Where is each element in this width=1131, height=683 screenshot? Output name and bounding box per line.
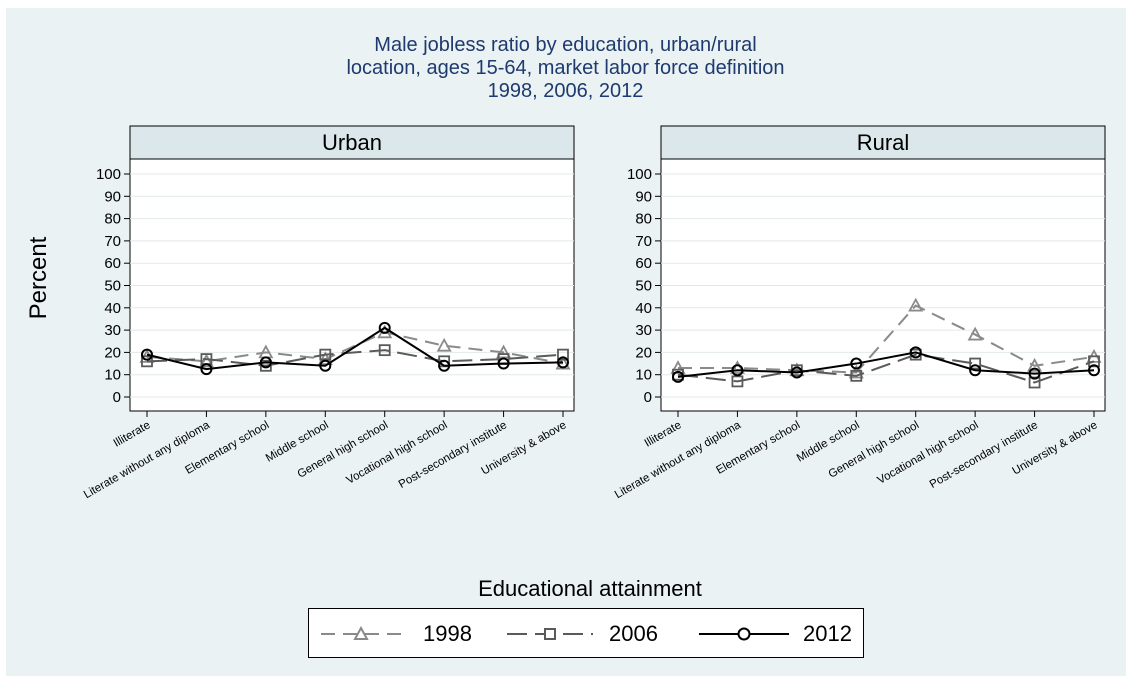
data-point-rural-2012-6 — [1028, 367, 1041, 380]
y-tick-label-urban-90: 90 — [104, 188, 121, 205]
legend-label-2006: 2006 — [609, 621, 658, 646]
chart-title-line-3: 1998, 2006, 2012 — [487, 80, 644, 102]
y-tick-label-rural-30: 30 — [635, 322, 652, 339]
data-point-rural-2012-4 — [909, 346, 922, 359]
data-point-urban-2012-3 — [319, 359, 332, 372]
data-point-urban-1998-6 — [496, 344, 512, 359]
y-tick-label-rural-10: 10 — [635, 367, 652, 384]
data-point-urban-2012-1 — [200, 363, 213, 376]
chart-title-line-2: location, ages 15-64, market labor force… — [346, 57, 785, 79]
x-tick-label-rural-6: Post-secondary institute — [928, 419, 1040, 491]
y-tick-label-rural-100: 100 — [627, 166, 652, 183]
y-tick-label-urban-60: 60 — [104, 255, 121, 272]
data-point-rural-1998-4 — [908, 297, 924, 312]
data-point-urban-1998-5 — [436, 337, 452, 352]
data-point-urban-2012-4 — [378, 321, 391, 334]
y-tick-label-rural-40: 40 — [635, 300, 652, 317]
data-point-rural-2006-3 — [850, 369, 863, 382]
data-point-rural-1998-5 — [967, 326, 983, 341]
y-tick-label-urban-0: 0 — [113, 389, 121, 406]
legend-label-1998: 1998 — [423, 621, 472, 646]
y-tick-label-rural-80: 80 — [635, 211, 652, 228]
data-point-rural-2012-2 — [790, 366, 803, 379]
y-tick-label-urban-70: 70 — [104, 233, 121, 250]
data-point-urban-2006-7 — [557, 348, 569, 361]
x-tick-label-urban-0: Illiterate — [112, 419, 153, 450]
y-tick-label-urban-40: 40 — [104, 300, 121, 317]
y-tick-label-rural-90: 90 — [635, 188, 652, 205]
data-point-rural-2006-6 — [1028, 376, 1041, 389]
y-tick-label-urban-20: 20 — [104, 344, 121, 361]
series-line-rural-1998 — [678, 304, 1095, 374]
chart-title-line-1: Male jobless ratio by education, urban/r… — [374, 34, 757, 56]
panel-header-rural — [660, 125, 1106, 160]
data-point-urban-2012-5 — [438, 359, 451, 372]
data-point-urban-2006-3 — [319, 348, 332, 361]
data-point-rural-1998-1 — [729, 360, 745, 374]
y-tick-label-urban-100: 100 — [96, 166, 121, 183]
data-point-urban-1998-3 — [317, 351, 333, 365]
x-tick-label-rural-5: Vocational high school — [876, 419, 981, 487]
legend-swatch-2006 — [507, 628, 593, 640]
y-tick-label-rural-20: 20 — [635, 344, 652, 361]
legend: 1998 2006 2012 — [308, 608, 864, 658]
data-point-rural-2012-7 — [1088, 364, 1100, 377]
data-point-urban-2006-4 — [378, 344, 391, 357]
data-point-urban-1998-1 — [198, 353, 214, 368]
data-point-urban-2012-7 — [557, 356, 569, 369]
x-tick-label-rural-0: Illiterate — [643, 419, 684, 450]
legend-swatch-2012 — [699, 627, 789, 641]
y-tick-label-urban-80: 80 — [104, 211, 121, 228]
legend-swatches — [321, 625, 789, 641]
panel-title-rural: Rural — [857, 130, 910, 155]
y-tick-label-urban-10: 10 — [104, 367, 121, 384]
y-tick-label-urban-30: 30 — [104, 322, 121, 339]
series-line-urban-2012 — [146, 326, 564, 371]
data-point-urban-2012-0 — [141, 348, 153, 361]
legend-swatch-1998 — [321, 625, 401, 640]
y-tick-label-rural-0: 0 — [644, 389, 652, 406]
data-point-rural-2012-5 — [969, 364, 982, 377]
data-point-rural-2012-0 — [672, 370, 684, 383]
data-point-rural-1998-3 — [848, 364, 864, 379]
y-tick-label-urban-50: 50 — [104, 278, 121, 295]
x-tick-label-urban-5: Vocational high school — [345, 419, 450, 487]
x-tick-label-urban-6: Post-secondary institute — [397, 419, 509, 491]
legend-label-2012: 2012 — [803, 621, 852, 646]
series-line-rural-2012 — [677, 351, 1095, 378]
data-point-urban-2006-0 — [141, 355, 153, 368]
panel-title-urban: Urban — [322, 130, 382, 155]
data-point-rural-1998-6 — [1027, 357, 1043, 372]
series-line-rural-2006 — [677, 353, 1095, 384]
panel-header-urban — [129, 125, 575, 160]
data-point-rural-1998-0 — [670, 360, 686, 374]
series-line-urban-2006 — [146, 349, 564, 367]
data-point-rural-2012-1 — [731, 364, 744, 377]
x-axis-title: Educational attainment — [478, 576, 702, 601]
data-point-rural-2006-1 — [731, 375, 744, 388]
data-point-urban-2006-2 — [259, 359, 272, 372]
y-tick-label-rural-50: 50 — [635, 278, 652, 295]
data-point-rural-2012-3 — [850, 357, 863, 370]
data-point-urban-2012-2 — [259, 356, 272, 369]
data-point-urban-2012-6 — [497, 357, 510, 370]
y-tick-label-rural-70: 70 — [635, 233, 652, 250]
y-tick-label-rural-60: 60 — [635, 255, 652, 272]
y-axis-title: Percent — [25, 236, 52, 319]
data-point-rural-2006-7 — [1088, 355, 1100, 368]
data-point-rural-2006-5 — [969, 357, 982, 370]
